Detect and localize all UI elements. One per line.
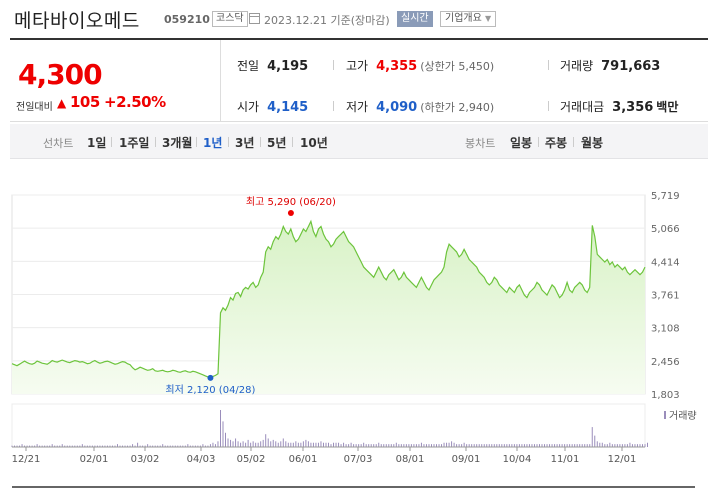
y-tick-label: 3,761 xyxy=(651,291,680,302)
realtime-button[interactable]: 실시간 xyxy=(397,11,433,27)
x-tick-label: 03/02 xyxy=(131,454,160,465)
prev-close-cell: 전일 4,195 xyxy=(237,57,308,74)
calendar-icon xyxy=(249,13,260,24)
divider xyxy=(155,137,156,147)
divider xyxy=(228,137,229,147)
candle-daily[interactable]: 일봉 xyxy=(510,136,533,150)
high-label: 고가 xyxy=(346,59,369,73)
max-marker xyxy=(287,210,294,216)
high-cell: 고가 4,355 (상한가 5,450) xyxy=(346,57,494,74)
y-tick-label: 1,803 xyxy=(651,390,680,401)
y-tick-label: 2,456 xyxy=(651,357,680,368)
amount-unit: 백만 xyxy=(656,100,679,114)
lower-limit-value: 2,940) xyxy=(458,101,495,114)
high-value: 4,355 xyxy=(376,59,418,74)
period-3m[interactable]: 3개월 xyxy=(162,136,193,150)
divider xyxy=(196,137,197,147)
amount-cell: 거래대금 3,356 백만 xyxy=(560,98,678,115)
divider xyxy=(333,101,334,111)
prev-close-label: 전일 xyxy=(237,59,260,73)
current-price: 4,300 xyxy=(18,58,103,91)
quote-panel: 4,300 전일대비 ▲ 105 +2.50% 전일 4,195 고가 4,355(… xyxy=(10,38,708,122)
min-annotation: 최저 2,120 (04/28) xyxy=(165,384,255,396)
period-1d[interactable]: 1일 xyxy=(87,136,107,150)
change-value: 105 xyxy=(70,93,100,111)
price-chart: 5,719 5,066 4,414 3,761 3,108 2,456 1,803 최고 5,… xyxy=(0,160,708,489)
open-label: 시가 xyxy=(237,100,260,114)
volume-cell: 거래량 791,663 xyxy=(560,57,660,74)
divider xyxy=(260,137,261,147)
volume-legend-swatch xyxy=(664,411,666,419)
x-tick-label: 09/01 xyxy=(452,454,481,465)
stock-header: 메타바이오메드 059210 코스닥 2023.12.21 기준(장마감) 실시… xyxy=(0,0,708,38)
max-annotation: 최고 5,290 (06/20) xyxy=(246,196,336,208)
change-percent: +2.50% xyxy=(104,93,166,111)
period-10y[interactable]: 10년 xyxy=(300,136,328,150)
prev-close-value: 4,195 xyxy=(267,59,309,74)
period-bar: 선차트 1일 1주일 3개월 1년 3년 5년 10년 봉차트 일봉 주봉 월봉 xyxy=(10,124,708,159)
period-1w[interactable]: 1주일 xyxy=(119,136,150,150)
x-tick-label: 12/01 xyxy=(608,454,637,465)
x-tick-label: 08/01 xyxy=(396,454,425,465)
x-tick-label: 12/21 xyxy=(12,454,41,465)
x-tick-label: 11/01 xyxy=(551,454,580,465)
price-line xyxy=(11,219,646,379)
x-tick-label: 06/01 xyxy=(289,454,318,465)
open-value: 4,145 xyxy=(267,100,309,115)
low-value: 4,090 xyxy=(376,100,418,115)
y-tick-label: 3,108 xyxy=(651,324,680,335)
upper-limit-label: (상한가 xyxy=(420,60,455,73)
y-tick-label: 4,414 xyxy=(651,257,680,268)
volume-value: 791,663 xyxy=(601,59,661,74)
low-cell: 저가 4,090 (하한가 2,940) xyxy=(346,98,494,115)
x-tick-label: 04/03 xyxy=(187,454,216,465)
company-info-dropdown[interactable]: 기업개요 ▼ xyxy=(440,11,497,27)
divider xyxy=(333,60,334,70)
x-tick-label: 05/02 xyxy=(237,454,266,465)
divider xyxy=(538,137,539,147)
candle-chart-label: 봉차트 xyxy=(465,137,496,150)
market-badge: 코스닥 xyxy=(212,11,248,27)
divider xyxy=(573,137,574,147)
divider xyxy=(548,101,549,111)
chevron-down-icon: ▼ xyxy=(485,14,492,23)
divider xyxy=(292,137,293,147)
stock-code: 059210 xyxy=(164,13,210,26)
x-tick-label: 02/01 xyxy=(80,454,109,465)
divider xyxy=(111,137,112,147)
period-5y[interactable]: 5년 xyxy=(267,136,287,150)
divider xyxy=(220,40,221,122)
x-tick-label: 07/03 xyxy=(344,454,373,465)
stock-name: 메타바이오메드 xyxy=(14,10,140,32)
volume-label: 거래량 xyxy=(560,59,594,73)
price-area xyxy=(12,221,645,394)
volume-legend: 거래량 xyxy=(669,410,697,422)
upper-limit-value: 5,450) xyxy=(458,60,495,73)
change-label: 전일대비 xyxy=(16,102,53,113)
divider xyxy=(548,60,549,70)
period-3y[interactable]: 3년 xyxy=(235,136,255,150)
volume-frame xyxy=(11,403,646,448)
up-triangle-icon: ▲ xyxy=(57,96,67,110)
candle-monthly[interactable]: 월봉 xyxy=(581,136,604,150)
price-chart-svg: 5,719 5,066 4,414 3,761 3,108 2,456 1,803 최고 5,… xyxy=(11,191,697,488)
x-tick-label: 10/04 xyxy=(503,454,532,465)
quote-date: 2023.12.21 기준(장마감) xyxy=(264,14,390,27)
y-tick-label: 5,066 xyxy=(651,224,680,235)
period-1y[interactable]: 1년 xyxy=(203,136,223,150)
open-cell: 시가 4,145 xyxy=(237,98,308,115)
amount-value: 3,356 xyxy=(612,100,654,115)
candle-weekly[interactable]: 주봉 xyxy=(545,136,568,150)
line-chart-label: 선차트 xyxy=(43,137,74,150)
lower-limit-label: (하한가 xyxy=(420,101,455,114)
amount-label: 거래대금 xyxy=(560,100,605,114)
low-label: 저가 xyxy=(346,100,369,114)
min-marker xyxy=(207,374,214,381)
company-info-label: 기업개요 xyxy=(445,13,482,24)
y-tick-label: 5,719 xyxy=(651,191,680,202)
